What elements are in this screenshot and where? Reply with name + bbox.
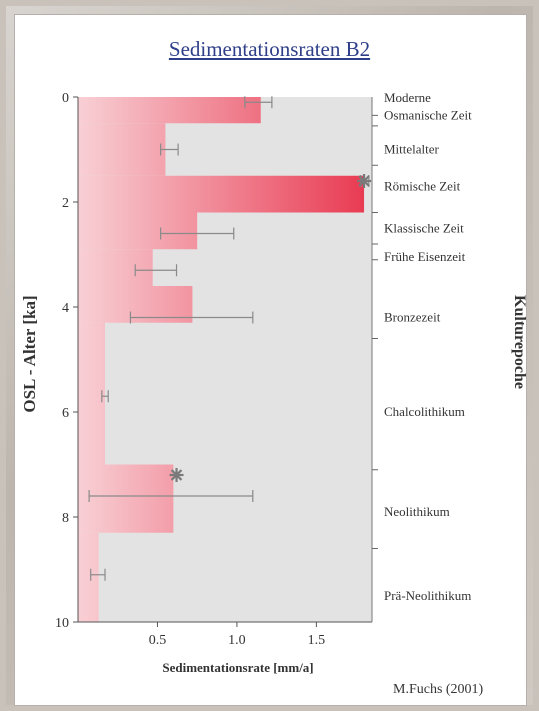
y-tick-label: 4 — [62, 301, 69, 316]
axes: 0 2 4 6 8 10 0.5 1.0 1.5 — [55, 91, 373, 648]
chart-title: Sedimentationsraten B2 — [168, 37, 371, 61]
y-tick-label: 8 — [62, 511, 69, 526]
epoch-label: Mittelalter — [384, 142, 440, 157]
epoch-axis-label: Kulturepoche — [511, 295, 528, 389]
x-axis-label: Sedimentationsrate [mm/a] — [162, 660, 314, 675]
rate-bar — [78, 249, 153, 286]
rate-bar — [78, 286, 193, 323]
asterisk-marker — [170, 469, 183, 481]
asterisk-marker — [358, 175, 370, 187]
epoch-label: Moderne — [384, 90, 431, 105]
rate-bar — [78, 175, 365, 213]
x-tick-label: 0.5 — [149, 633, 167, 648]
error-bars — [88, 96, 372, 581]
y-tick-label: 10 — [55, 616, 69, 631]
x-tick-label: 1.5 — [308, 633, 326, 648]
y-tick-label: 6 — [62, 406, 69, 421]
epoch-label: Frühe Eisenzeit — [384, 249, 466, 264]
epoch-label: Neolithikum — [384, 504, 450, 519]
epoch-label: Osmanische Zeit — [384, 107, 472, 122]
epoch-label: Chalcolithikum — [384, 404, 465, 419]
epoch-label: Prä-Neolithikum — [384, 588, 471, 603]
y-tick-label: 2 — [62, 196, 69, 211]
y-tick-label: 0 — [62, 91, 69, 106]
rate-bar — [78, 123, 166, 176]
rate-bar — [78, 532, 99, 622]
rate-bar — [78, 322, 106, 465]
y-axis-label: OSL - Alter [ka] — [20, 295, 39, 413]
rate-bar — [78, 97, 261, 124]
credit-text: M.Fuchs (2001) — [393, 682, 484, 697]
epoch-label: Klassische Zeit — [384, 220, 464, 235]
epoch-label: Römische Zeit — [384, 178, 461, 193]
x-tick-label: 1.0 — [228, 633, 246, 648]
rate-bar — [78, 212, 198, 250]
rate-bars — [78, 97, 365, 622]
epoch-labels: Moderne Osmanische Zeit Mittelalter Römisch… — [372, 90, 472, 603]
epoch-label: Bronzezeit — [384, 310, 441, 325]
rate-bar — [78, 464, 174, 533]
